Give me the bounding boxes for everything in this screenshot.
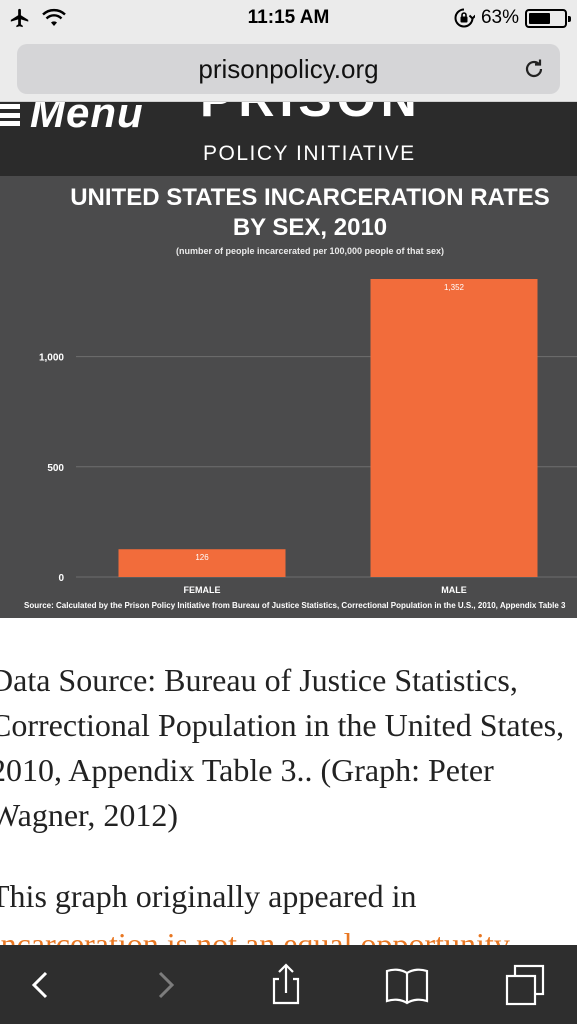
clock: 11:15 AM	[247, 7, 330, 28]
status-left	[8, 6, 66, 30]
bookmarks-icon[interactable]	[379, 957, 435, 1013]
status-right: 63%	[453, 6, 571, 30]
chart-source: Source: Calculated by the Prison Policy …	[24, 601, 566, 610]
paragraph-line: Correctional Population in the United St…	[0, 707, 565, 743]
bar-male	[370, 279, 538, 577]
menu-label[interactable]: Menu	[30, 102, 144, 136]
safari-address-bar: prisonpolicy.org	[0, 36, 577, 102]
article-link[interactable]: Incarceration is not an equal opportunit…	[0, 926, 510, 945]
y-tick-label: 1,000	[39, 353, 64, 364]
forward-icon[interactable]	[138, 957, 194, 1013]
paragraph-line: This graph originally appeared in	[0, 878, 417, 914]
paragraph-line: 2010, Appendix Table 3.. (Graph: Peter	[0, 752, 494, 788]
tabs-icon[interactable]	[498, 957, 554, 1013]
chart-subtitle: (number of people incarcerated per 100,0…	[175, 246, 445, 256]
chart-plot: 0 500 1,000 126 FEMALE 1,352 MALE	[39, 279, 577, 595]
airplane-icon	[10, 8, 29, 28]
battery-icon	[525, 8, 571, 28]
bar-female	[118, 549, 286, 577]
incarceration-chart: UNITED STATES INCARCERATION RATES BY SEX…	[0, 176, 577, 618]
back-icon[interactable]	[12, 957, 68, 1013]
site-logo-prison[interactable]: PRISON	[200, 102, 422, 128]
paragraph-line: Wagner, 2012)	[0, 797, 179, 833]
orientation-lock-icon	[454, 8, 475, 28]
url-field[interactable]: prisonpolicy.org	[17, 44, 560, 94]
chart-title-line1: UNITED STATES INCARCERATION RATES	[70, 184, 550, 211]
data-label: 1,352	[444, 283, 465, 292]
site-logo-subtitle[interactable]: POLICY INITIATIVE	[203, 142, 416, 165]
x-tick-label: MALE	[441, 585, 467, 595]
article-body: Data Source: Bureau of Justice Statistic…	[0, 618, 577, 945]
paragraph-line: Data Source: Bureau of Justice Statistic…	[0, 662, 518, 698]
site-header: Menu PRISON POLICY INITIATIVE	[0, 102, 577, 176]
wifi-icon	[42, 8, 66, 26]
safari-toolbar	[0, 945, 577, 1024]
chart-title-line2: BY SEX, 2010	[232, 214, 388, 241]
hamburger-icon[interactable]	[0, 102, 20, 126]
x-tick-label: FEMALE	[184, 585, 221, 595]
url-text[interactable]: prisonpolicy.org	[198, 54, 379, 84]
share-icon[interactable]	[258, 957, 314, 1013]
battery-percent: 63%	[480, 7, 519, 28]
reload-icon[interactable]	[522, 57, 546, 81]
battery-nub	[568, 15, 571, 22]
menu-button[interactable]: Menu	[0, 102, 144, 138]
status-bar: 11:15 AM 63%	[0, 0, 577, 36]
data-label: 126	[195, 553, 209, 562]
y-tick-label: 500	[47, 463, 64, 474]
y-tick-label: 0	[58, 573, 64, 584]
battery-level	[529, 12, 551, 24]
